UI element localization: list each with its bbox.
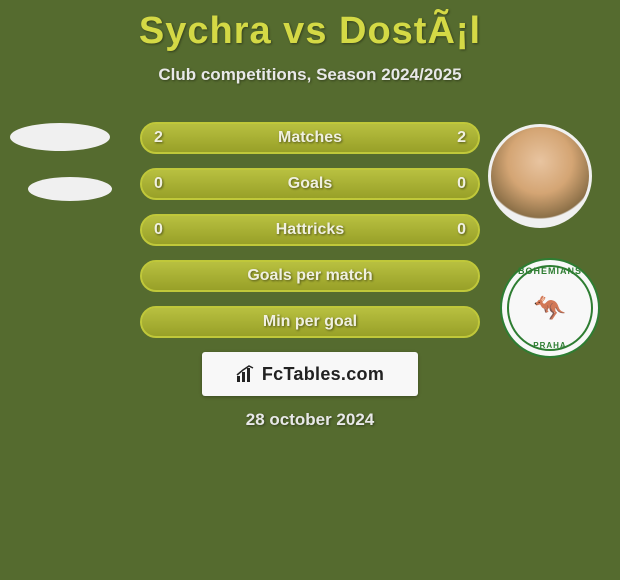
crest-kangaroo-icon: 🦘: [507, 265, 593, 351]
bar-value-right: 2: [457, 129, 466, 147]
avatar-placeholder-shape: [28, 177, 112, 201]
stat-bar: Min per goal: [140, 306, 480, 338]
comparison-bars: 2 Matches 2 0 Goals 0 0 Hattricks 0 Goals per mat…: [140, 122, 480, 352]
stat-bar: 0 Hattricks 0: [140, 214, 480, 246]
bar-label: Goals: [288, 175, 332, 193]
crest-text-top: BOHEMIANS: [502, 266, 598, 276]
stat-bar: 2 Matches 2: [140, 122, 480, 154]
bar-value-left: 0: [154, 221, 163, 239]
date-label: 28 october 2024: [0, 410, 620, 430]
bar-value-left: 0: [154, 175, 163, 193]
bar-label: Matches: [278, 129, 342, 147]
bar-value-right: 0: [457, 175, 466, 193]
club-crest: BOHEMIANS 🦘 PRAHA: [500, 258, 600, 358]
page-title: Sychra vs DostÃ¡l: [0, 0, 620, 53]
crest-text-bottom: PRAHA: [502, 341, 598, 350]
brand-text: FcTables.com: [262, 364, 384, 385]
player-left-avatar: [10, 115, 110, 215]
bar-value-left: 2: [154, 129, 163, 147]
stat-bar: 0 Goals 0: [140, 168, 480, 200]
chart-icon: [236, 365, 256, 383]
brand-attribution: FcTables.com: [202, 352, 418, 396]
bar-label: Hattricks: [276, 221, 344, 239]
subtitle: Club competitions, Season 2024/2025: [0, 65, 620, 85]
player-right-avatar: [488, 124, 592, 228]
bar-label: Goals per match: [247, 267, 372, 285]
stat-bar: Goals per match: [140, 260, 480, 292]
bar-label: Min per goal: [263, 313, 357, 331]
avatar-placeholder-shape: [10, 123, 110, 151]
bar-value-right: 0: [457, 221, 466, 239]
